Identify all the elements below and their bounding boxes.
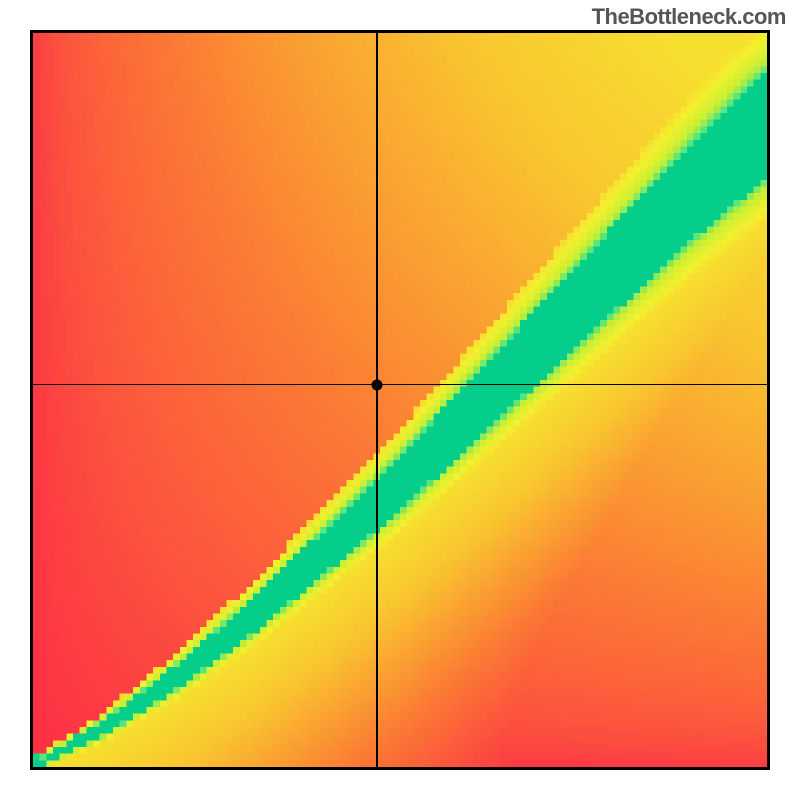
crosshair-vertical: [376, 33, 378, 767]
heatmap-plot: [30, 30, 770, 770]
heatmap-canvas: [33, 33, 767, 767]
crosshair-marker-dot: [372, 379, 383, 390]
crosshair-horizontal: [33, 384, 767, 386]
watermark-text: TheBottleneck.com: [592, 4, 786, 30]
